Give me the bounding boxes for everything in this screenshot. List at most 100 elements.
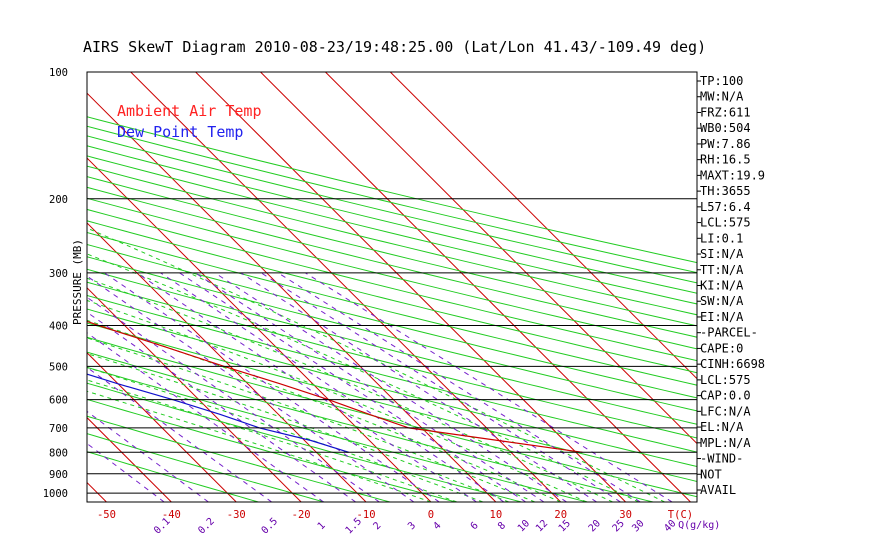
moist-adiabat-line (87, 353, 509, 502)
isotherm-line (260, 72, 691, 502)
mixing-ratio-tick-label: 1 (316, 520, 328, 532)
moist-adiabat-line (87, 253, 639, 502)
legend-entry-dewpoint: Dew Point Temp (117, 123, 243, 141)
index-label: PW:7.86 (700, 137, 751, 151)
mixing-ratio-line (160, 272, 505, 502)
temperature-tick-label: 30 (619, 509, 632, 521)
index-label: LI:0.1 (700, 231, 743, 245)
dewpoint-profile-line (87, 373, 349, 453)
pressure-tick-label: 500 (49, 361, 68, 373)
index-label: AVAIL (700, 483, 736, 497)
mixing-ratio-line (87, 366, 272, 502)
index-label: L57:6.4 (700, 200, 751, 214)
isotherm-line (87, 352, 237, 502)
mixing-ratio-tick-label: 30 (630, 518, 646, 534)
temperature-unit-label: T(C) (668, 509, 693, 521)
index-label: -PARCEL- (700, 326, 758, 340)
pressure-tick-label: 300 (49, 268, 68, 280)
temperature-tick-label: -40 (162, 509, 181, 521)
dry-adiabat-line (87, 382, 522, 502)
mixing-ratio-unit-label: Q(g/kg) (678, 520, 720, 531)
dry-adiabat-line (87, 125, 697, 274)
index-label: NOT (700, 467, 722, 481)
index-label: CAPE:0 (700, 341, 743, 355)
mixing-ratio-line (260, 272, 621, 502)
isotherm-line (87, 287, 302, 502)
mixing-ratio-tick-label: 8 (496, 520, 508, 532)
index-label: SI:N/A (700, 247, 744, 261)
pressure-tick-label: 100 (49, 67, 68, 79)
isotherm-line (195, 72, 626, 502)
temperature-tick-label: -30 (227, 509, 246, 521)
moist-adiabat-line (87, 366, 484, 502)
legend: Ambient Air Temp Dew Point Temp (117, 102, 262, 141)
temperature-tick-label: 0 (428, 509, 434, 521)
index-label: CINH:6698 (700, 357, 765, 371)
index-label: MAXT:19.9 (700, 168, 765, 182)
index-label: FRZ:611 (700, 105, 751, 119)
moist-adiabat-line (87, 299, 587, 502)
mixing-ratio-line (87, 442, 165, 502)
mixing-ratio-line (104, 272, 440, 502)
index-label: MW:N/A (700, 90, 744, 104)
index-label: EI:N/A (700, 310, 744, 324)
pressure-tick-label: 700 (49, 423, 68, 435)
moist-adiabat-line (87, 319, 561, 502)
dry-adiabat-line (87, 145, 697, 294)
dry-adiabat-line (87, 451, 259, 502)
mixing-ratio-line (87, 410, 209, 502)
mixing-ratio-line (179, 272, 527, 502)
isotherm-line (0, 72, 42, 502)
pressure-tick-label: 200 (49, 194, 68, 206)
mixing-ratio-tick-label: 2 (372, 520, 384, 532)
mixing-ratio-line (277, 272, 641, 502)
index-label: CAP:0.0 (700, 389, 751, 403)
index-label: MPL:N/A (700, 436, 751, 450)
mixing-ratio-tick-label: 6 (469, 520, 481, 532)
pressure-tick-label: 600 (49, 395, 68, 407)
grid-lines (0, 72, 697, 502)
temperature-tick-label: -50 (97, 509, 116, 521)
mixing-ratio-tick-label: 0.5 (260, 516, 281, 537)
mixing-ratio-tick-label: 0.2 (196, 516, 217, 537)
pressure-tick-label: 400 (49, 321, 68, 333)
pressure-tick-label: 1000 (43, 488, 68, 500)
index-label: WB0:504 (700, 121, 751, 135)
dry-adiabat-line (87, 336, 697, 498)
mixing-ratio-tick-label: 20 (587, 518, 603, 534)
index-label: TH:3655 (700, 184, 751, 198)
isotherm-line (87, 416, 172, 502)
dry-adiabat-line (87, 208, 697, 362)
y-axis-label: PRESSURE (MB) (71, 239, 84, 325)
isotherm-line (325, 72, 697, 445)
moist-adiabat-line (87, 227, 665, 502)
dry-adiabat-line (87, 231, 697, 386)
dry-adiabat-line (87, 256, 697, 412)
dry-adiabat-line (87, 366, 588, 502)
dry-adiabat-line (87, 243, 697, 399)
dry-adiabat-line (87, 433, 325, 502)
index-label: KI:N/A (700, 279, 744, 293)
dry-adiabat-line (87, 135, 697, 284)
plot-frame (86, 71, 698, 503)
index-label: -WIND- (700, 452, 743, 466)
moist-adiabat-line (87, 379, 458, 502)
mixing-ratio-line (87, 296, 380, 502)
temperature-tick-label: 10 (490, 509, 503, 521)
plot-border (86, 71, 698, 503)
index-label: LCL:575 (700, 216, 751, 230)
mixing-ratio-tick-label: 10 (516, 518, 532, 534)
dry-adiabat-line (87, 322, 697, 482)
index-label: RH:16.5 (700, 153, 751, 167)
isotherm-line (389, 72, 697, 380)
index-label: LFC:N/A (700, 404, 751, 418)
moist-adiabat-line (87, 390, 432, 502)
dry-adiabat-line (87, 281, 697, 439)
dry-adiabat-line (87, 165, 697, 316)
mixing-ratio-tick-label: 4 (432, 520, 444, 532)
index-label: SW:N/A (700, 294, 744, 308)
dry-adiabat-line (87, 176, 697, 327)
mixing-ratio-line (240, 272, 597, 502)
pressure-tick-label: 800 (49, 447, 68, 459)
